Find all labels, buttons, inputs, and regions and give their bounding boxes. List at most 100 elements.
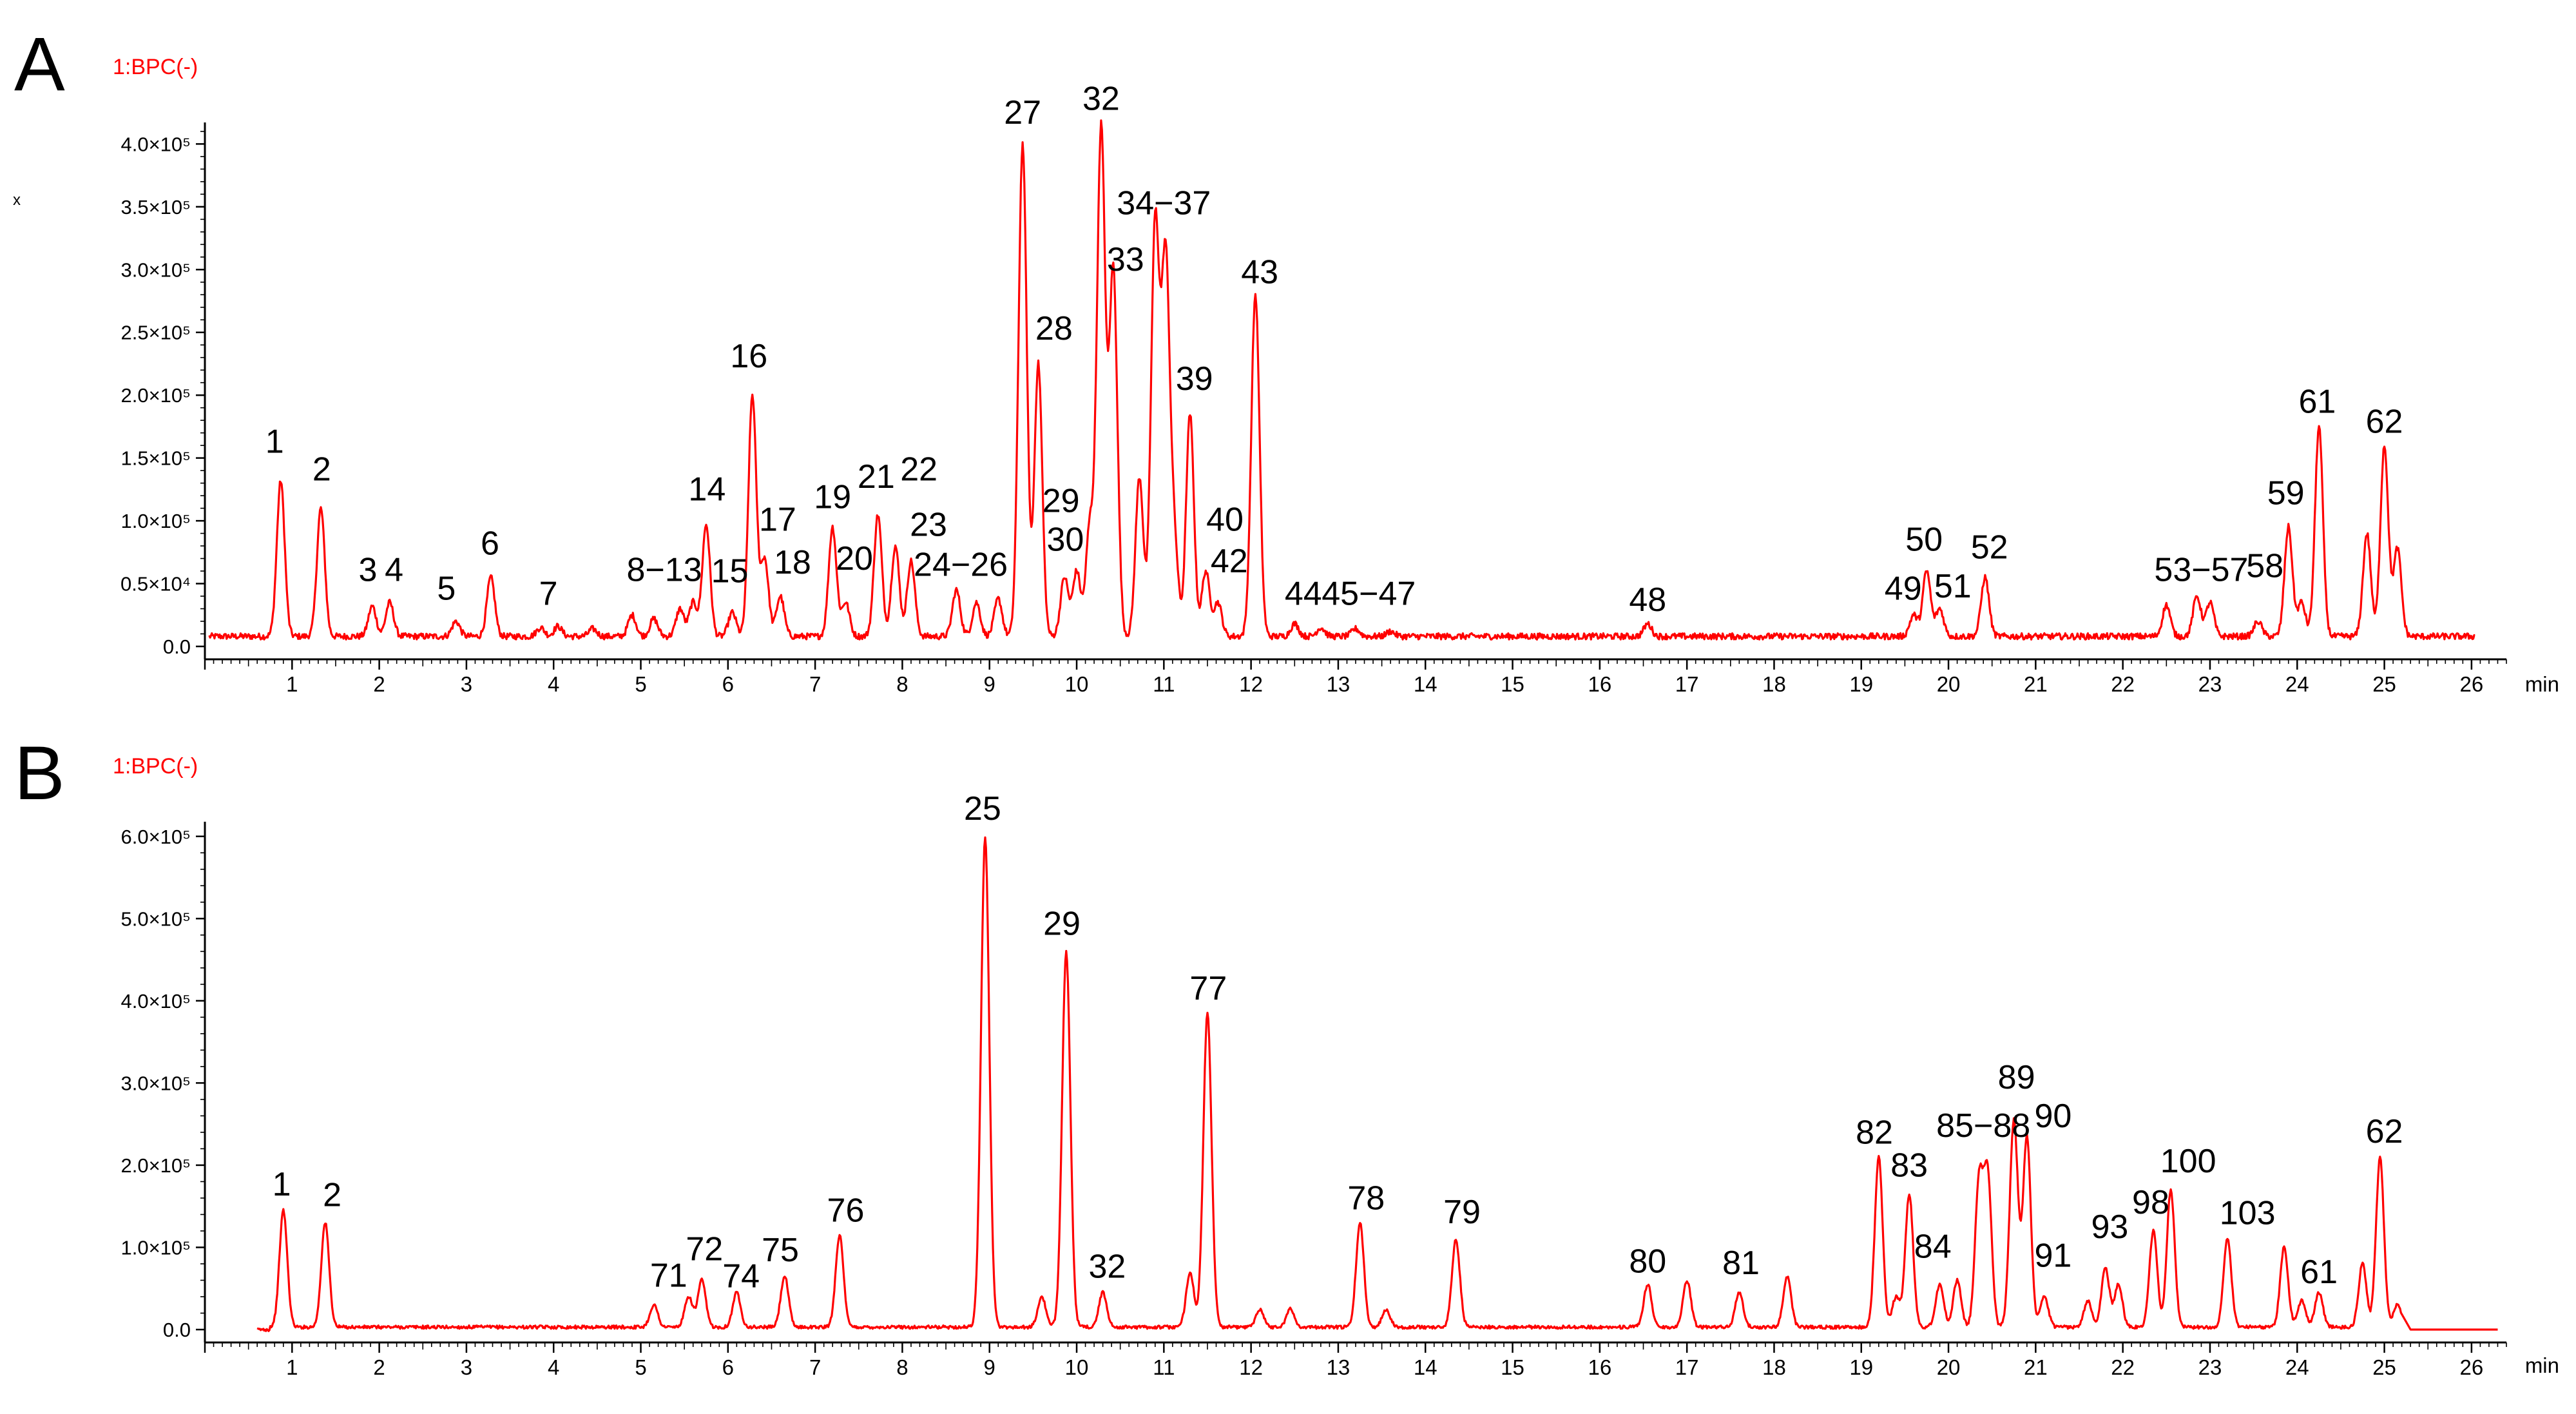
peak-label: 74 xyxy=(722,1258,760,1295)
x-tick-label: 11 xyxy=(1153,672,1175,696)
x-tick-label: 5 xyxy=(635,1355,646,1379)
peak-label: 21 xyxy=(858,458,895,496)
x-tick-label: 1 xyxy=(286,1355,298,1379)
x-tick-label: 10 xyxy=(1065,672,1089,696)
peak-label: 7 xyxy=(539,575,558,612)
x-tick-label: 24 xyxy=(2285,1355,2309,1379)
y-ticks-a: 0.0 0.5×10⁴ 1.0×10⁵ 1.5×10⁵ 2.0×10⁵ 2.5×10⁵ 3.… xyxy=(120,131,205,658)
x-tick-label: 16 xyxy=(1588,1355,1611,1379)
y-tick-label: 5.0×10⁵ xyxy=(120,907,191,930)
x-tick-label: 25 xyxy=(2372,1355,2396,1379)
peak-label: 19 xyxy=(814,478,851,516)
peak-label: 14 xyxy=(688,471,726,508)
peak-label: 83 xyxy=(1890,1147,1928,1184)
chromatogram-trace-b xyxy=(256,836,2498,1332)
peak-label: 25 xyxy=(964,790,1001,828)
peak-label: 52 xyxy=(1971,528,2008,566)
x-tick-label: 1 xyxy=(286,672,298,696)
x-tick-label: 23 xyxy=(2198,1355,2222,1379)
x-tick-label: 22 xyxy=(2111,672,2135,696)
y-tick-label: 4.0×10⁵ xyxy=(120,990,191,1012)
y-tick-label: 0.0 xyxy=(163,635,191,658)
x-tick-label: 19 xyxy=(1849,672,1873,696)
peak-label: 93 xyxy=(2091,1208,2128,1246)
peak-label: 43 xyxy=(1241,254,1278,291)
peak-label: 48 xyxy=(1629,581,1666,619)
x-tick-label: 8 xyxy=(896,1355,908,1379)
x-tick-label: 6 xyxy=(722,1355,734,1379)
peak-label: 79 xyxy=(1443,1194,1481,1231)
peak-label: 98 xyxy=(2132,1184,2169,1221)
panel-letter-a: A xyxy=(14,22,65,107)
y-tick-label: 6.0×10⁵ xyxy=(120,826,191,848)
x-tick-label: 20 xyxy=(1937,672,1961,696)
peak-label: 20 xyxy=(836,540,873,577)
x-tick-label: 14 xyxy=(1414,1355,1437,1379)
x-tick-label: 12 xyxy=(1239,1355,1263,1379)
peak-label: 84 xyxy=(1914,1228,1952,1266)
peak-label: 32 xyxy=(1088,1248,1126,1285)
trace-label-a: 1:BPC(-) xyxy=(113,55,198,79)
peak-label: 1 xyxy=(265,423,284,461)
peak-label: 6 xyxy=(481,525,499,563)
x-tick-label: 18 xyxy=(1762,1355,1786,1379)
x-minor-ticks-a xyxy=(204,659,2507,670)
peak-label: 30 xyxy=(1047,521,1084,559)
peak-label: 75 xyxy=(762,1232,799,1269)
peak-label: 91 xyxy=(2035,1237,2072,1275)
x-minor-ticks-b xyxy=(204,1342,2507,1353)
peak-label: 78 xyxy=(1347,1179,1385,1217)
peak-label: 76 xyxy=(827,1192,865,1230)
x-tick-label: 9 xyxy=(984,1355,995,1379)
peak-label: 77 xyxy=(1189,970,1227,1007)
x-tick-label: 3 xyxy=(461,672,472,696)
x-tick-label: 2 xyxy=(373,672,385,696)
peak-label: 3 xyxy=(359,551,378,588)
peak-label: 40 xyxy=(1206,501,1244,538)
x-tick-label: 16 xyxy=(1588,672,1611,696)
peak-label: 18 xyxy=(774,544,811,581)
peak-label: 17 xyxy=(759,501,796,538)
peak-label: 103 xyxy=(2220,1194,2276,1232)
y-tick-label: 1.0×10⁵ xyxy=(120,510,191,532)
peak-label: 32 xyxy=(1082,81,1120,118)
x-unit-label-b: min xyxy=(2525,1353,2559,1377)
peak-label: 51 xyxy=(1934,568,1972,605)
x-tick-label: 8 xyxy=(896,672,908,696)
peak-label: 81 xyxy=(1722,1245,1760,1282)
x-tick-label: 26 xyxy=(2460,672,2484,696)
x-tick-label: 22 xyxy=(2111,1355,2135,1379)
peak-label: 33 xyxy=(1107,241,1144,278)
x-tick-label: 11 xyxy=(1153,1355,1175,1379)
chromatogram-panel-b: B 1:BPC(-) min 1 2 3 4 5 6 7 8 9 10 11 12 13 14 15 16 17… xyxy=(14,731,2559,1379)
y-ticks-b: 0.0 1.0×10⁵ 2.0×10⁵ 3.0×10⁵ 4.0×10⁵ 5.0×10⁵ 6.… xyxy=(120,826,205,1341)
y-tick-label: 2.0×10⁵ xyxy=(120,1154,191,1177)
x-tick-label: 18 xyxy=(1762,672,1786,696)
peak-label: 27 xyxy=(1004,94,1041,131)
y-tick-label: 3.0×10⁵ xyxy=(120,1072,191,1094)
peak-label: 22 xyxy=(900,451,937,489)
chromatogram-trace-a xyxy=(208,119,2475,641)
y-tick-label: 1.0×10⁵ xyxy=(120,1236,191,1259)
x-tick-label: 7 xyxy=(809,1355,821,1379)
y-tick-label: 0.0 xyxy=(163,1319,191,1341)
x-tick-label: 9 xyxy=(984,672,995,696)
x-tick-label: 14 xyxy=(1414,672,1437,696)
x-tick-label: 24 xyxy=(2285,672,2309,696)
y-tick-label: 1.5×10⁵ xyxy=(120,447,191,470)
x-tick-label: 19 xyxy=(1849,1355,1873,1379)
x-tick-label: 15 xyxy=(1501,1355,1524,1379)
x-tick-label: 17 xyxy=(1675,1355,1699,1379)
y-tick-label: 3.5×10⁵ xyxy=(120,196,191,218)
peak-label: 72 xyxy=(686,1231,723,1268)
peak-label: 42 xyxy=(1211,543,1248,580)
peak-label: 85−88 xyxy=(1936,1107,2030,1145)
x-tick-label: 20 xyxy=(1937,1355,1961,1379)
peak-label: 29 xyxy=(1043,905,1081,942)
x-tick-label: 26 xyxy=(2460,1355,2484,1379)
peak-label: 4 xyxy=(385,551,403,588)
panel-letter-b: B xyxy=(14,731,65,816)
x-unit-label-a: min xyxy=(2525,672,2559,696)
